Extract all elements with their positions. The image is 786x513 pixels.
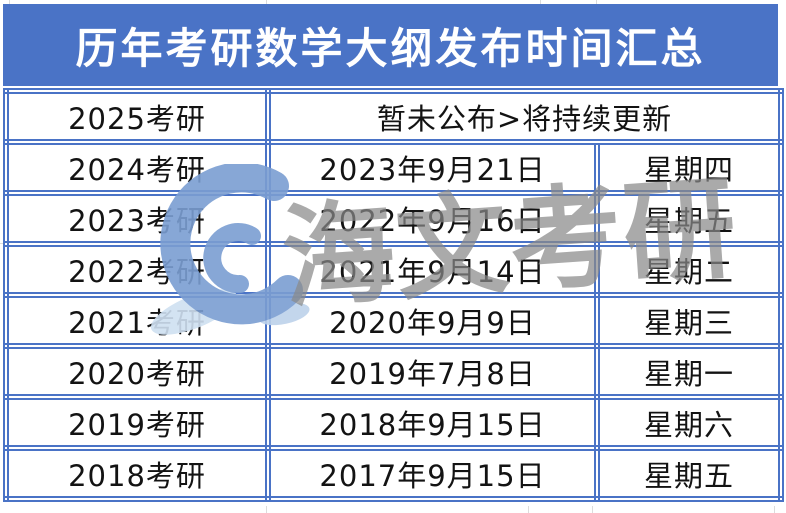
- date-cell: 2021年9月14日: [265, 241, 600, 298]
- date-cell: 2018年9月15日: [265, 394, 600, 451]
- gridline-tick: [596, 0, 597, 4]
- weekday-cell: 星期五: [594, 190, 784, 247]
- year-cell: 2019考研: [3, 394, 271, 451]
- gridline-tick: [0, 243, 3, 244]
- year-cell: 2018考研: [3, 445, 271, 502]
- table-row: 2021考研 2020年9月9日 星期三: [3, 292, 784, 349]
- release-schedule-table: 2025考研 暂未公布>将持续更新 2024考研 2023年9月21日 星期四 …: [3, 88, 784, 502]
- weekday-cell: 星期四: [594, 139, 784, 196]
- gridline-tick: [774, 506, 775, 513]
- gridline-tick: [266, 0, 267, 4]
- date-cell: 2023年9月21日: [265, 139, 600, 196]
- table-row: 2025考研 暂未公布>将持续更新: [3, 88, 784, 145]
- status-cell: 暂未公布>将持续更新: [265, 88, 784, 145]
- weekday-cell: 星期二: [594, 241, 784, 298]
- table-row: 2023考研 2022年9月16日 星期五: [3, 190, 784, 247]
- table-row: 2022考研 2021年9月14日 星期二: [3, 241, 784, 298]
- year-cell: 2023考研: [3, 190, 271, 247]
- year-cell: 2025考研: [3, 88, 271, 145]
- table-row: 2024考研 2023年9月21日 星期四: [3, 139, 784, 196]
- date-cell: 2022年9月16日: [265, 190, 600, 247]
- gridline-tick: [9, 0, 10, 4]
- table-row: 2018考研 2017年9月15日 星期五: [3, 445, 784, 502]
- gridline-tick: [592, 506, 593, 513]
- date-cell: 2017年9月15日: [265, 445, 600, 502]
- table-row: 2020考研 2019年7月8日 星期一: [3, 343, 784, 400]
- page-title: 历年考研数学大纲发布时间汇总: [3, 4, 778, 86]
- weekday-cell: 星期一: [594, 343, 784, 400]
- year-cell: 2022考研: [3, 241, 271, 298]
- year-cell: 2024考研: [3, 139, 271, 196]
- gridline-tick: [528, 506, 529, 513]
- year-cell: 2020考研: [3, 343, 271, 400]
- year-cell: 2021考研: [3, 292, 271, 349]
- date-cell: 2020年9月9日: [265, 292, 600, 349]
- table-row: 2019考研 2018年9月15日 星期六: [3, 394, 784, 451]
- weekday-cell: 星期五: [594, 445, 784, 502]
- weekday-cell: 星期三: [594, 292, 784, 349]
- gridline-tick: [266, 506, 267, 513]
- date-cell: 2019年7月8日: [265, 343, 600, 400]
- gridline-tick: [540, 0, 541, 4]
- weekday-cell: 星期六: [594, 394, 784, 451]
